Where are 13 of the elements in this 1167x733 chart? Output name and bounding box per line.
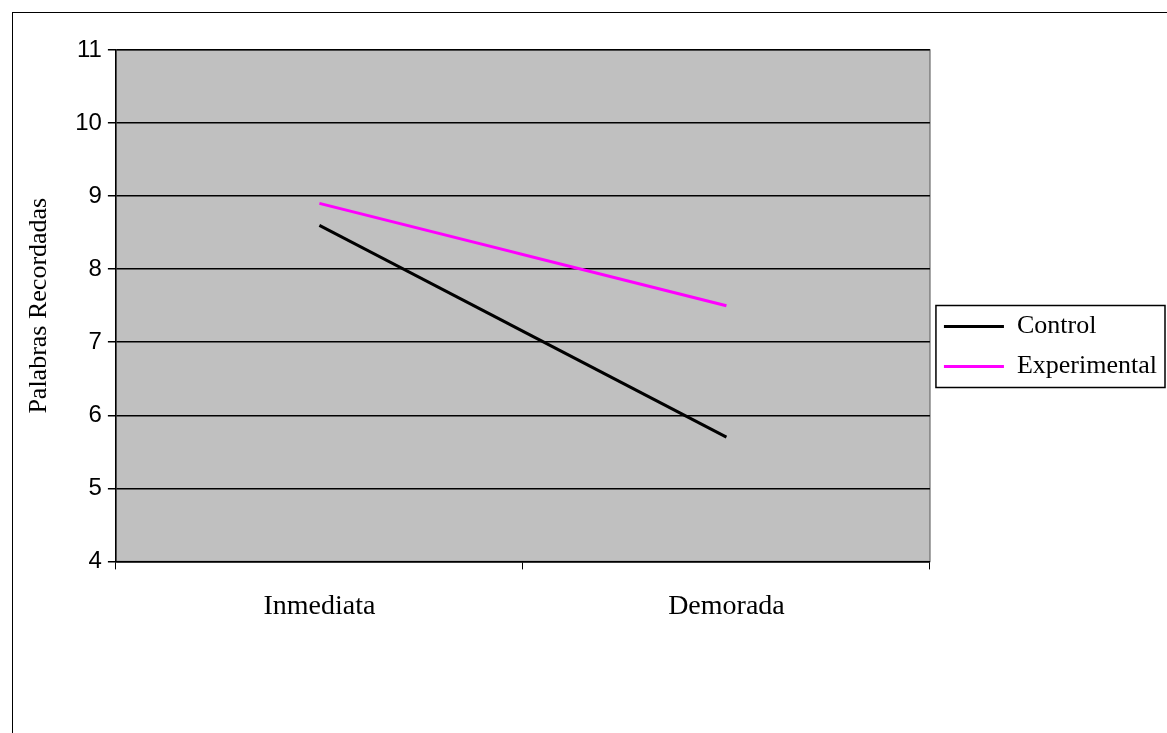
legend-label: Experimental bbox=[1016, 350, 1158, 380]
y-tick-label: 8 bbox=[88, 253, 102, 281]
y-tick-label: 11 bbox=[76, 34, 102, 62]
y-tick-label: 9 bbox=[88, 180, 102, 208]
y-tick-label: 10 bbox=[75, 107, 102, 135]
x-tick-label: Inmediata bbox=[263, 588, 376, 620]
y-axis-title: Palabras Recordadas bbox=[23, 197, 53, 414]
y-tick-label: 7 bbox=[88, 326, 102, 354]
y-tick-label: 6 bbox=[88, 399, 102, 427]
y-tick-label: 5 bbox=[88, 472, 102, 500]
x-tick-label: Demorada bbox=[668, 588, 786, 620]
y-tick-label: 4 bbox=[88, 546, 102, 574]
legend-label: Control bbox=[1016, 310, 1097, 340]
